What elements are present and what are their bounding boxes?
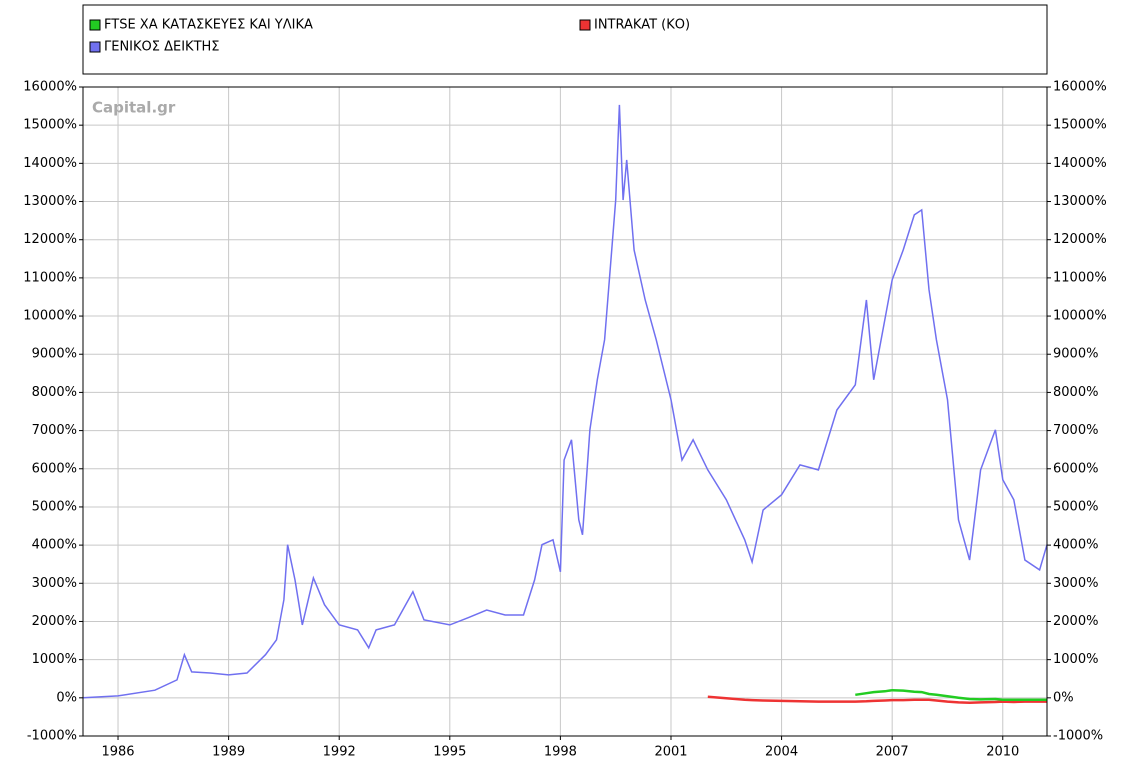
- watermark: Capital.gr: [92, 99, 176, 117]
- x-tick-label: 1989: [212, 745, 245, 760]
- y-tick-label: 8000%: [32, 385, 77, 400]
- series-line: [707, 695, 1047, 705]
- y-tick-label: 12000%: [23, 232, 77, 247]
- y2-tick-label: 0%: [1053, 690, 1074, 705]
- y-tick-label: 5000%: [32, 499, 77, 514]
- y-tick-label: 2000%: [32, 614, 77, 629]
- y-tick-label: 1000%: [32, 652, 77, 667]
- legend-box: [82, 4, 1048, 75]
- y-tick-label: 9000%: [32, 347, 77, 362]
- y-tick-label: 3000%: [32, 576, 77, 591]
- y2-tick-label: 4000%: [1053, 538, 1098, 553]
- y-tick-label: 7000%: [32, 423, 77, 438]
- x-tick-label: 1995: [433, 745, 466, 760]
- y2-tick-label: 10000%: [1053, 309, 1107, 324]
- plot-area: [83, 87, 1047, 736]
- y-tick-label: 6000%: [32, 461, 77, 476]
- x-tick-label: 1992: [323, 745, 356, 760]
- series-line: [82, 104, 1048, 699]
- y-tick-label: 4000%: [32, 538, 77, 553]
- y2-tick-label: 12000%: [1053, 232, 1107, 247]
- legend-swatch: [89, 41, 101, 53]
- y-tick-label: 10000%: [23, 309, 77, 324]
- y2-tick-label: 1000%: [1053, 652, 1098, 667]
- legend-label: INTRAKAT (ΚΟ): [594, 18, 690, 33]
- y-tick-label: 15000%: [23, 118, 77, 133]
- y2-tick-label: -1000%: [1053, 729, 1103, 744]
- y2-tick-label: 14000%: [1053, 156, 1107, 171]
- y2-tick-label: 3000%: [1053, 576, 1098, 591]
- y2-tick-label: 6000%: [1053, 461, 1098, 476]
- x-tick-label: 1998: [544, 745, 577, 760]
- x-tick-label: 2004: [765, 745, 798, 760]
- y2-tick-label: 9000%: [1053, 347, 1098, 362]
- legend-swatch: [579, 19, 591, 31]
- y-tick-label: 16000%: [23, 80, 77, 95]
- y2-tick-label: 8000%: [1053, 385, 1098, 400]
- y-tick-label: 14000%: [23, 156, 77, 171]
- series-line: [855, 688, 1047, 701]
- y-tick-label: -1000%: [27, 729, 77, 744]
- y2-tick-label: 16000%: [1053, 80, 1107, 95]
- x-tick-label: 1986: [101, 745, 134, 760]
- y2-tick-label: 11000%: [1053, 270, 1107, 285]
- y2-tick-label: 5000%: [1053, 499, 1098, 514]
- x-tick-label: 2001: [654, 745, 687, 760]
- y2-tick-label: 7000%: [1053, 423, 1098, 438]
- y-tick-label: 0%: [56, 690, 77, 705]
- y2-tick-label: 13000%: [1053, 194, 1107, 209]
- legend-label: FTSE ΧΑ ΚΑΤΑΣΚΕΥΕΣ ΚΑΙ ΥΛΙΚΑ: [104, 18, 313, 33]
- y2-tick-label: 2000%: [1053, 614, 1098, 629]
- x-tick-label: 2010: [986, 745, 1019, 760]
- y-tick-label: 11000%: [23, 270, 77, 285]
- y-tick-label: 13000%: [23, 194, 77, 209]
- y2-tick-label: 15000%: [1053, 118, 1107, 133]
- legend-label: ΓΕΝΙΚΟΣ ΔΕΙΚΤΗΣ: [104, 40, 220, 55]
- legend-swatch: [89, 19, 101, 31]
- x-tick-label: 2007: [876, 745, 909, 760]
- plot-border: [82, 86, 1048, 737]
